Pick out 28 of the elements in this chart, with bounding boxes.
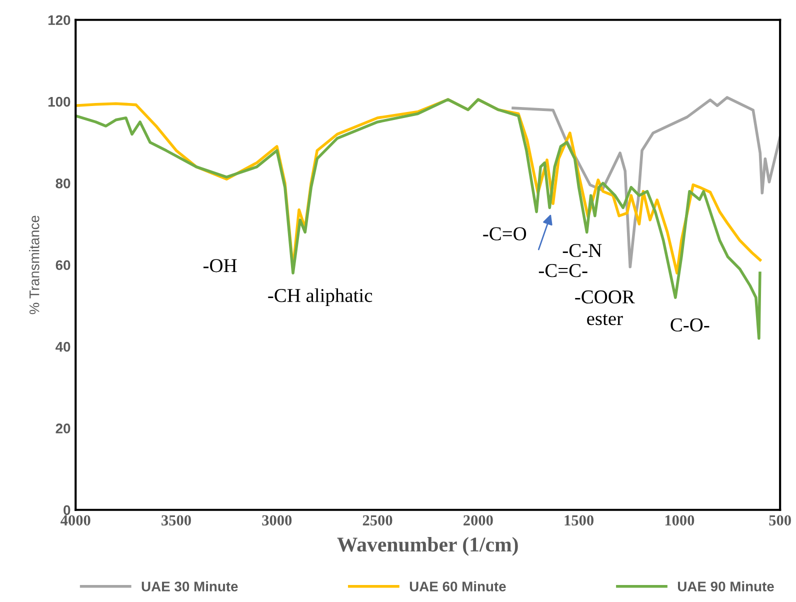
x-tick-label: 4000 (60, 515, 90, 526)
legend-label: UAE 60 Minute (410, 581, 506, 592)
annotation: -C-N (562, 244, 602, 258)
annotation: -COOR ester (575, 290, 635, 326)
annotation: -CH aliphatic (268, 288, 372, 306)
annotation: -C=O (483, 227, 526, 240)
annotation: -OH (203, 259, 237, 272)
legend-label: UAE 30 Minute (142, 581, 238, 592)
x-tick-label: 1500 (564, 515, 594, 526)
legend-label: UAE 90 Minute (678, 581, 774, 592)
x-tick-label: 3500 (162, 515, 191, 526)
y-tick-label: 20 (56, 424, 70, 434)
y-tick-label: 40 (56, 342, 70, 352)
line-series (76, 98, 762, 340)
y-tick-label: 60 (56, 260, 70, 270)
x-tick-label: 3000 (262, 515, 292, 526)
y-tick-label: 100 (48, 96, 70, 107)
y-axis-title: % Transmitance (29, 216, 40, 314)
y-tick-label: 0 (64, 505, 70, 516)
y-tick-label: 80 (56, 178, 70, 188)
y-tick-label: 120 (48, 15, 70, 26)
x-tick-label: 2500 (362, 515, 392, 526)
annotation: C-O- (670, 318, 710, 332)
x-axis-title: Wavenumber (1/cm) (337, 536, 518, 556)
annotation: -C=C- (538, 264, 588, 278)
x-tick-label: 2000 (464, 515, 493, 526)
x-tick-label: 500 (769, 515, 791, 526)
x-tick-label: 1000 (665, 515, 694, 526)
